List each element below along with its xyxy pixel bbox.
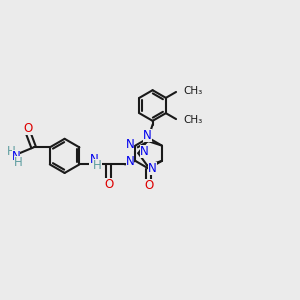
Text: N: N bbox=[140, 145, 148, 158]
Text: N: N bbox=[126, 155, 134, 168]
Text: N: N bbox=[126, 138, 134, 151]
Text: N: N bbox=[143, 129, 152, 142]
Text: CH₃: CH₃ bbox=[183, 85, 203, 95]
Text: O: O bbox=[24, 122, 33, 135]
Text: N: N bbox=[12, 150, 20, 163]
Text: H: H bbox=[93, 159, 102, 172]
Text: CH₃: CH₃ bbox=[183, 115, 203, 125]
Text: O: O bbox=[144, 179, 153, 192]
Text: H: H bbox=[7, 145, 16, 158]
Text: H: H bbox=[14, 156, 22, 169]
Text: O: O bbox=[104, 178, 113, 191]
Text: N: N bbox=[89, 153, 98, 166]
Text: N: N bbox=[148, 162, 157, 175]
